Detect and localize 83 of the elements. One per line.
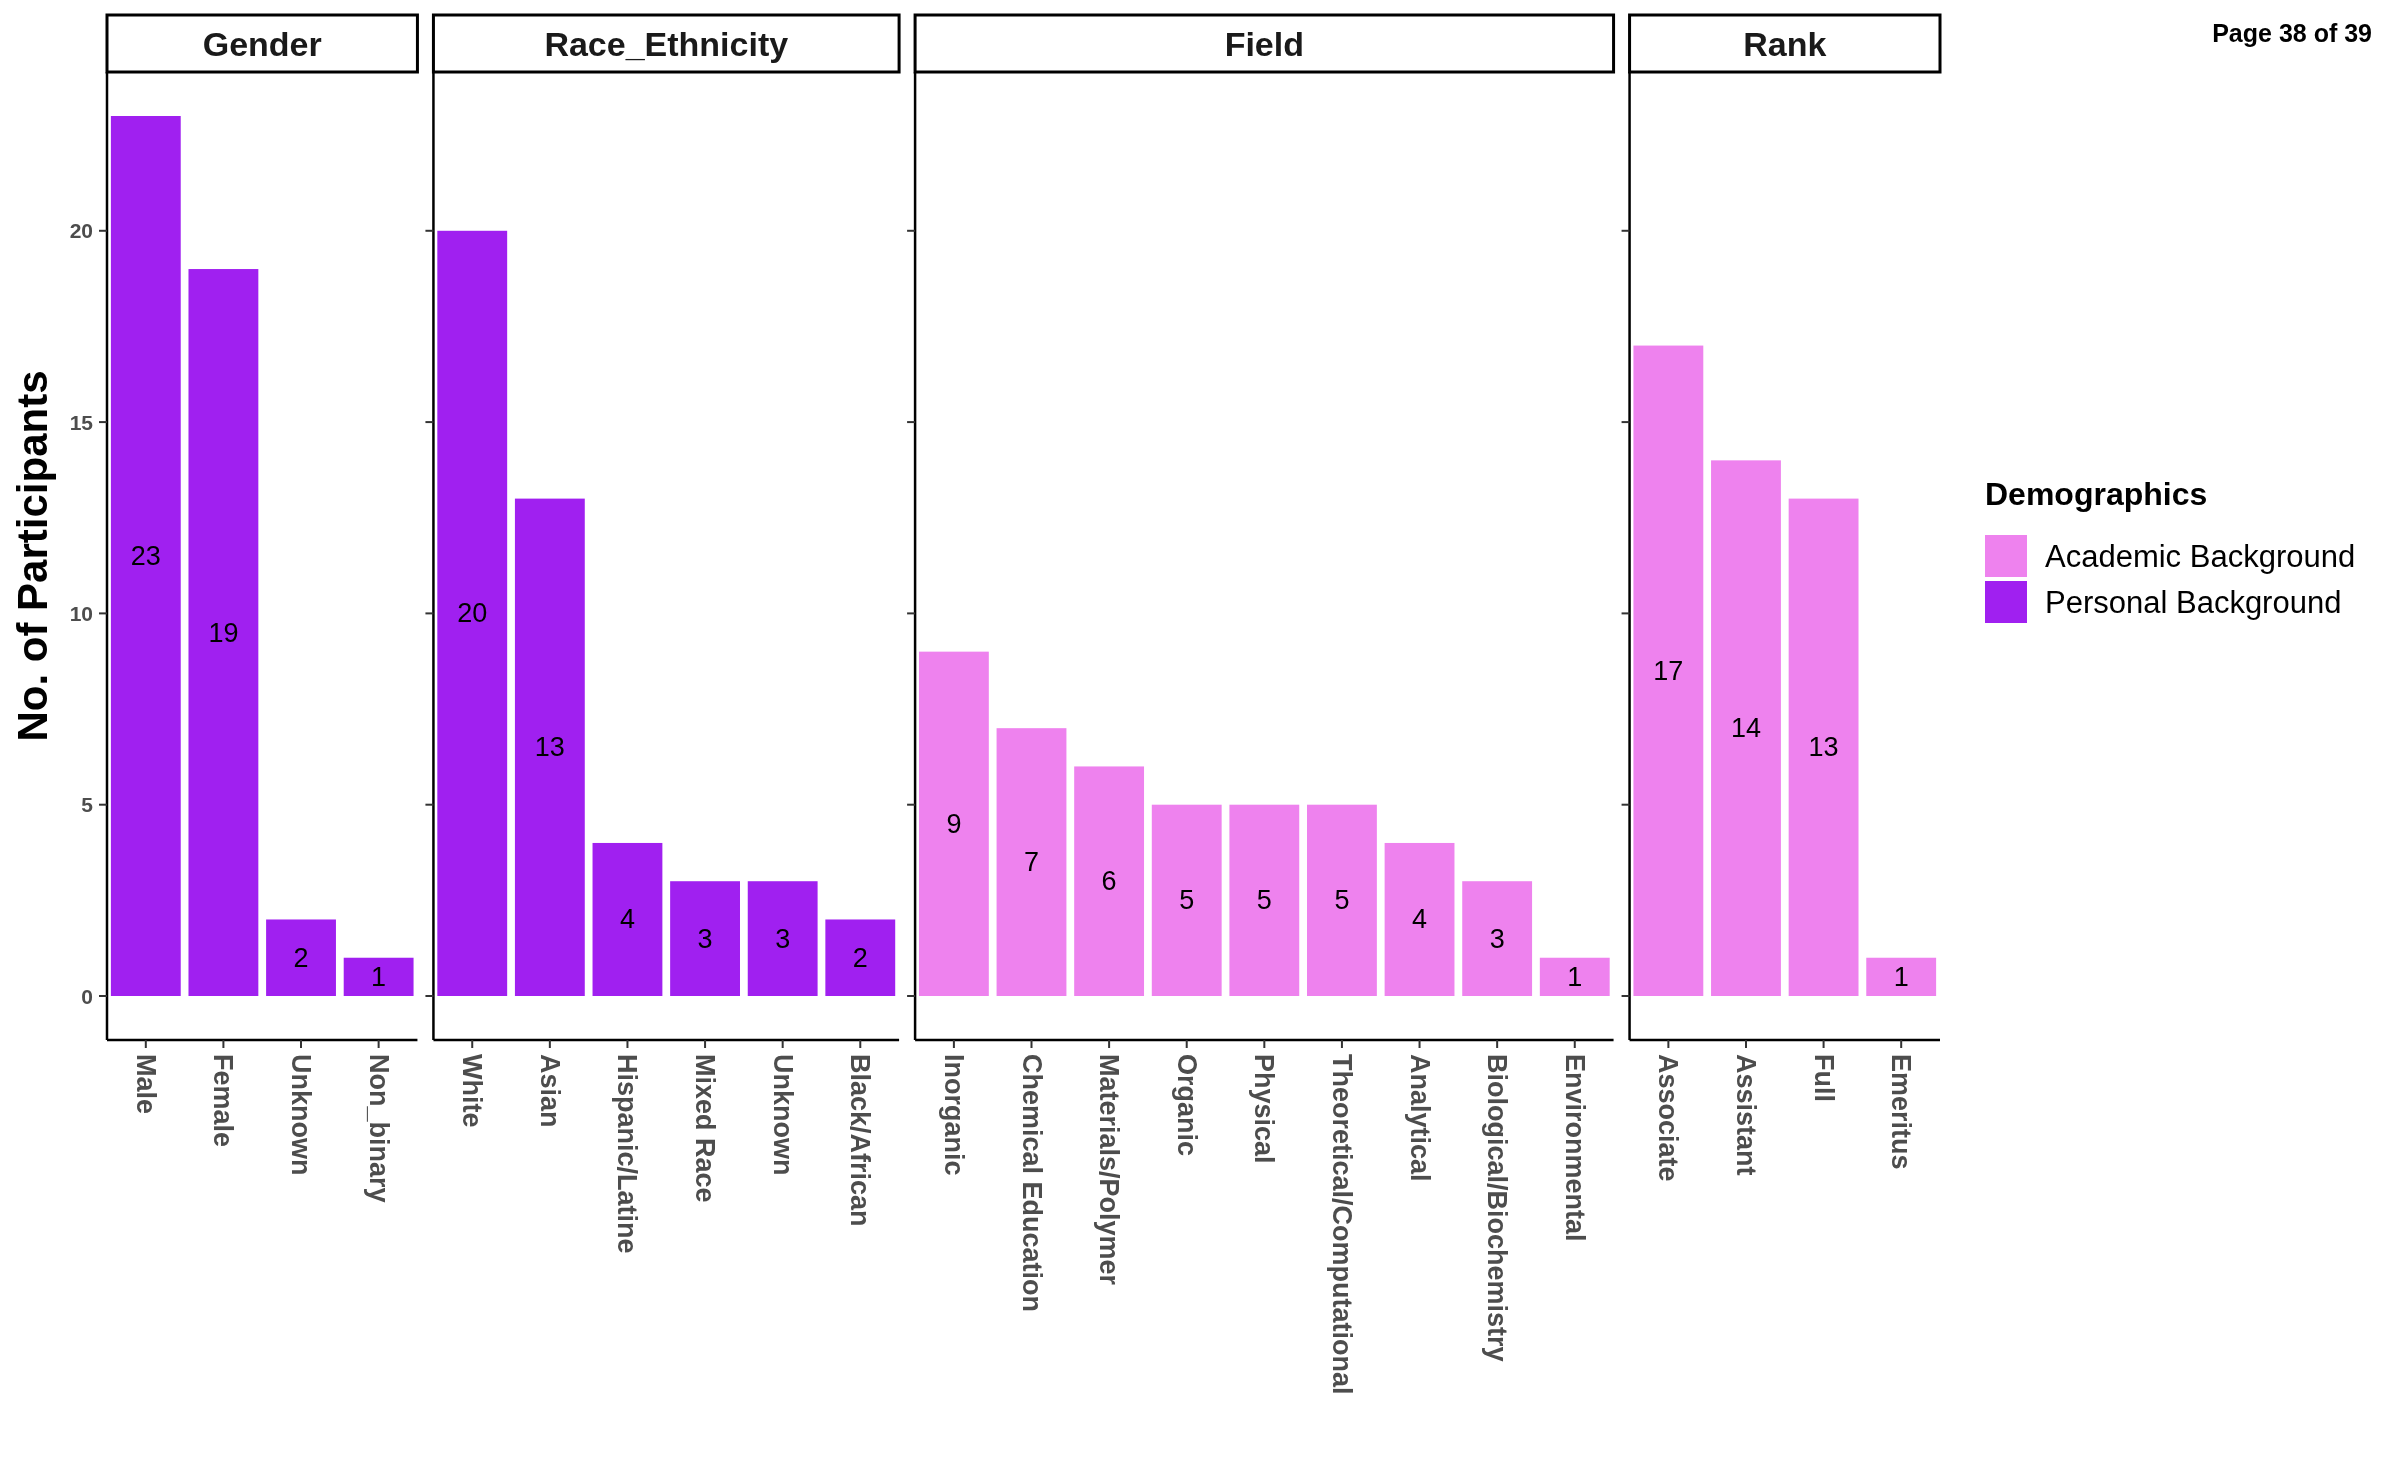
x-tick-label: Black/African — [845, 1054, 876, 1227]
x-tick-label: Full — [1808, 1054, 1839, 1102]
bar — [1711, 460, 1781, 996]
data-label: 2 — [852, 942, 868, 973]
data-label: 1 — [1567, 961, 1583, 992]
y-tick-label: 15 — [69, 410, 94, 434]
data-label: 13 — [1808, 732, 1839, 763]
bar — [514, 498, 585, 996]
data-label: 4 — [619, 904, 635, 935]
x-tick-label: Analytical — [1404, 1054, 1435, 1182]
bar — [1539, 957, 1610, 996]
data-label: 13 — [534, 732, 565, 763]
y-tick-label: 0 — [81, 984, 93, 1008]
x-tick-label: Biological/Biochemistry — [1482, 1054, 1513, 1362]
bar — [1866, 957, 1937, 996]
bar — [747, 881, 818, 996]
data-label: 2 — [293, 942, 309, 973]
data-label: 9 — [946, 808, 962, 839]
x-tick-label: Environmental — [1559, 1054, 1590, 1242]
data-label: 17 — [1653, 655, 1684, 686]
x-tick-label: Unknown — [767, 1054, 798, 1176]
x-tick-label: Hispanic/Latine — [612, 1054, 643, 1254]
bar — [1307, 804, 1377, 996]
x-tick-label: Theoretical/Computational — [1326, 1054, 1357, 1395]
chart-title: Field — [1224, 24, 1304, 63]
data-label: 19 — [208, 617, 239, 648]
data-label: 20 — [457, 598, 488, 629]
bar — [437, 230, 508, 996]
x-tick-label: Emeritus — [1886, 1054, 1917, 1170]
bar — [825, 919, 896, 996]
bar — [918, 651, 989, 996]
x-tick-label: Mixed Race — [690, 1054, 721, 1203]
bar — [1633, 345, 1704, 996]
data-label: 5 — [1179, 885, 1195, 916]
bar — [1074, 766, 1145, 996]
x-tick-label: Male — [130, 1054, 161, 1115]
legend-label: Personal Background — [2045, 584, 2342, 620]
x-tick-label: Non_binary — [363, 1054, 394, 1203]
chart-title: Rank — [1743, 24, 1827, 63]
data-label: 5 — [1256, 885, 1272, 916]
x-tick-label: Unknown — [286, 1054, 317, 1176]
text: Page 38 of 39 — [2212, 19, 2372, 47]
data-label: 3 — [1489, 923, 1505, 954]
data-label: 7 — [1023, 847, 1040, 878]
bar — [266, 919, 336, 996]
y-axis-title: No. of Participants — [8, 370, 56, 742]
x-tick-label: Physical — [1249, 1054, 1280, 1164]
bar — [1229, 804, 1300, 996]
x-tick-label: Female — [208, 1054, 239, 1148]
data-label: 1 — [371, 961, 387, 992]
y-tick-label: 20 — [69, 219, 93, 243]
bar — [1462, 881, 1533, 996]
bar — [1151, 804, 1222, 996]
y-tick-label: 10 — [69, 601, 93, 625]
bar — [110, 116, 181, 996]
x-tick-label: Assistant — [1730, 1054, 1761, 1176]
legend-title: Demographics — [1985, 476, 2208, 512]
x-tick-label: Inorganic — [938, 1054, 969, 1176]
bar — [343, 957, 414, 996]
data-label: 6 — [1101, 866, 1117, 897]
data-label: 23 — [130, 541, 161, 571]
data-label: 1 — [1893, 961, 1909, 992]
data-label: 4 — [1412, 904, 1428, 935]
data-label: 14 — [1730, 713, 1761, 744]
bar — [996, 728, 1067, 996]
bar — [1788, 498, 1859, 996]
bar — [592, 842, 663, 996]
x-tick-label: Chemical Education — [1016, 1054, 1047, 1313]
data-label: 5 — [1334, 885, 1350, 916]
chart-title: Gender — [202, 24, 322, 63]
data-label: 3 — [775, 923, 791, 954]
y-tick-label: 5 — [81, 793, 94, 817]
x-tick-label: Associate — [1653, 1054, 1684, 1182]
chart-title: Race_Ethnicity — [544, 24, 789, 63]
bar — [1384, 842, 1455, 996]
x-tick-label: Materials/Polymer — [1094, 1054, 1125, 1286]
legend-label: Academic Background — [2045, 538, 2356, 574]
bar — [670, 881, 740, 996]
x-tick-label: Asian — [534, 1054, 565, 1128]
x-tick-label: White — [457, 1054, 488, 1128]
x-tick-label: Organic — [1171, 1054, 1202, 1157]
bar — [188, 269, 259, 996]
data-label: 3 — [697, 923, 713, 954]
